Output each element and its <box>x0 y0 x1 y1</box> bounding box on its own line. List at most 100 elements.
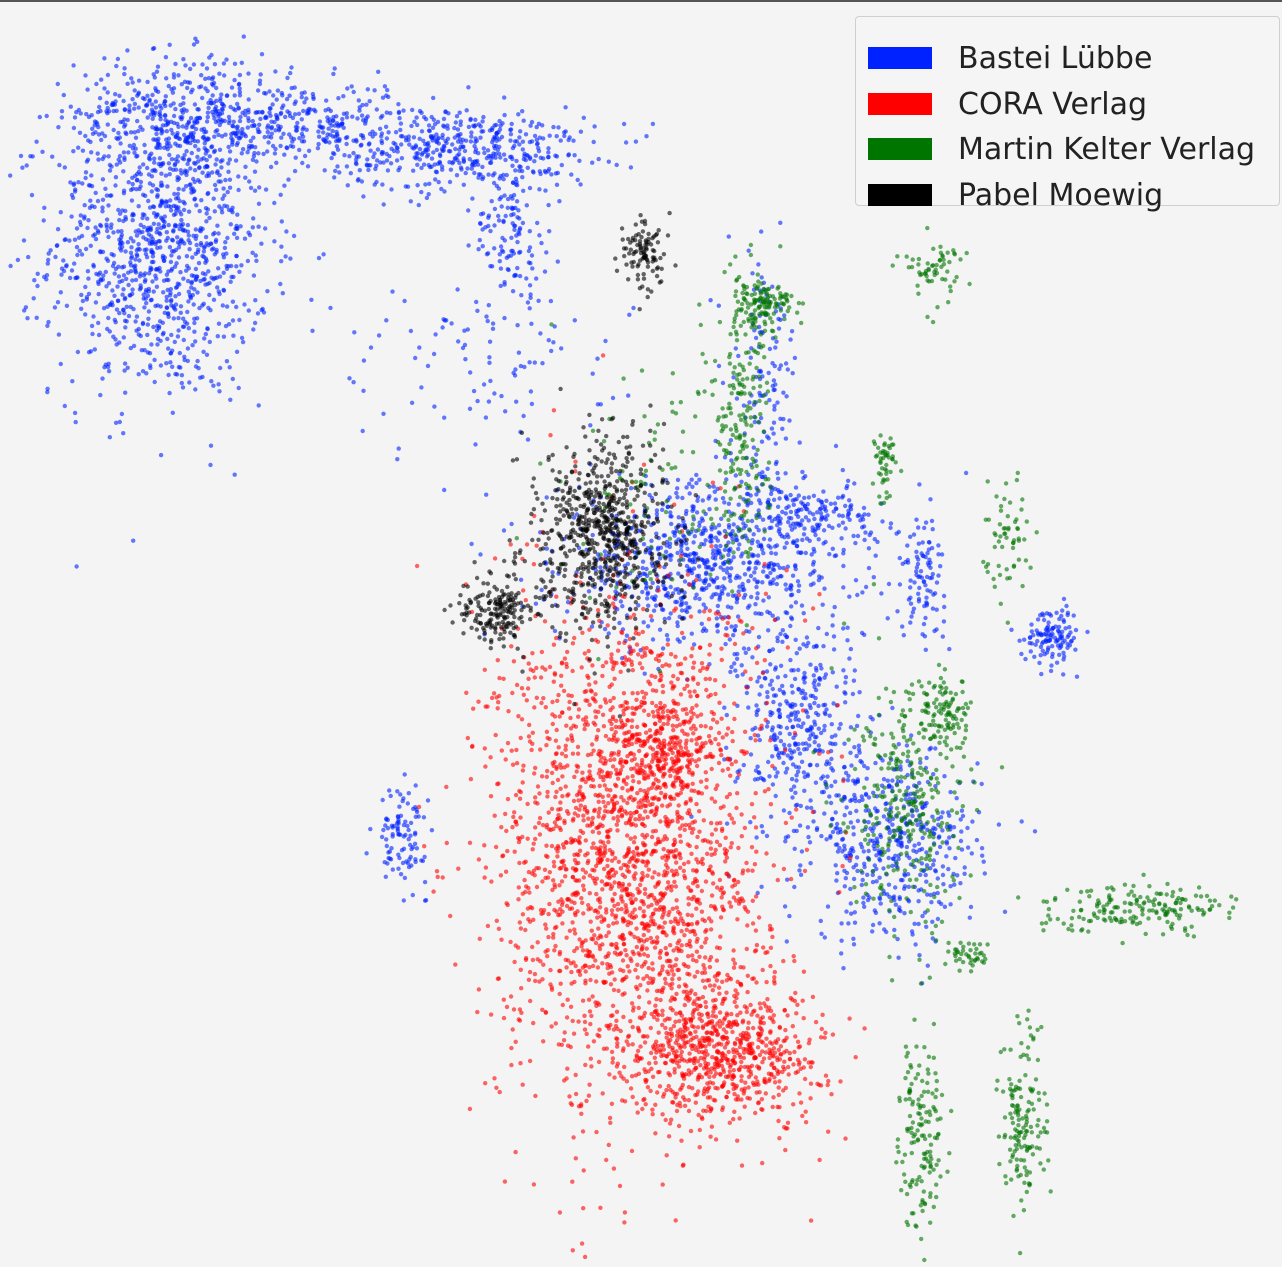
scatter-point <box>802 680 807 685</box>
scatter-point <box>914 517 919 522</box>
scatter-point <box>201 254 207 259</box>
scatter-point <box>79 252 85 257</box>
scatter-point <box>429 164 434 169</box>
scatter-point <box>149 342 154 347</box>
scatter-point <box>839 921 844 926</box>
scatter-point <box>799 500 804 505</box>
scatter-point <box>748 355 753 360</box>
scatter-point <box>880 758 885 763</box>
scatter-point <box>527 890 532 895</box>
scatter-point <box>587 769 592 774</box>
scatter-point <box>111 108 116 114</box>
scatter-point <box>114 63 119 69</box>
scatter-point <box>184 172 189 178</box>
scatter-point <box>840 836 846 842</box>
scatter-point <box>794 773 799 778</box>
scatter-point <box>168 208 174 213</box>
scatter-point <box>147 181 153 186</box>
scatter-point <box>186 209 192 214</box>
scatter-point <box>940 864 946 869</box>
scatter-point <box>154 131 159 137</box>
scatter-point <box>101 306 107 311</box>
scatter-point <box>743 669 748 674</box>
scatter-point <box>173 196 179 201</box>
scatter-point <box>180 110 186 115</box>
scatter-point <box>485 251 491 256</box>
scatter-point <box>944 839 949 844</box>
scatter-point <box>50 154 55 159</box>
scatter-point <box>456 152 462 157</box>
scatter-point <box>499 204 504 209</box>
scatter-point <box>712 563 717 568</box>
scatter-point <box>859 630 865 636</box>
scatter-point <box>246 71 251 76</box>
scatter-point <box>252 320 258 326</box>
scatter-point <box>588 423 593 428</box>
scatter-point <box>580 1129 586 1134</box>
scatter-point <box>959 829 964 834</box>
scatter-point <box>251 216 256 221</box>
scatter-point <box>181 337 186 343</box>
scatter-point <box>782 535 787 540</box>
scatter-point <box>322 168 327 173</box>
scatter-point <box>590 371 595 376</box>
scatter-point <box>811 546 816 552</box>
scatter-point <box>839 536 844 541</box>
scatter-point <box>794 496 799 502</box>
scatter-point <box>563 784 568 789</box>
scatter-point <box>142 247 147 253</box>
scatter-point <box>449 321 454 326</box>
scatter-point <box>880 789 886 795</box>
scatter-point <box>703 571 709 577</box>
scatter-point <box>588 977 593 983</box>
scatter-point <box>621 942 627 947</box>
scatter-point <box>284 145 289 150</box>
scatter-point <box>239 134 244 139</box>
scatter-point <box>270 143 276 149</box>
scatter-point <box>455 139 461 144</box>
scatter-point <box>172 191 177 197</box>
scatter-point <box>210 83 216 88</box>
scatter-point <box>785 701 790 706</box>
scatter-point <box>821 489 826 494</box>
scatter-point <box>662 869 667 874</box>
scatter-point <box>398 792 403 797</box>
scatter-point <box>824 707 829 712</box>
scatter-point <box>678 865 683 870</box>
scatter-point <box>774 581 779 587</box>
scatter-point <box>173 141 178 146</box>
scatter-point <box>184 149 189 154</box>
scatter-point <box>645 590 651 595</box>
scatter-point <box>188 166 193 171</box>
scatter-point <box>120 265 125 270</box>
scatter-point <box>485 318 490 324</box>
scatter-point <box>89 173 94 178</box>
scatter-point <box>253 253 258 258</box>
scatter-point <box>790 690 795 695</box>
scatter-point <box>762 561 767 567</box>
scatter-point <box>287 110 292 116</box>
scatter-point <box>832 604 837 610</box>
scatter-point <box>34 139 39 144</box>
scatter-point <box>234 304 239 310</box>
scatter-point <box>836 523 842 528</box>
scatter-point <box>830 670 835 675</box>
scatter-point <box>398 134 404 139</box>
scatter-point <box>165 184 170 189</box>
scatter-point <box>181 95 186 100</box>
scatter-point <box>802 526 807 531</box>
scatter-point <box>807 736 812 742</box>
scatter-point <box>250 250 255 255</box>
scatter-point <box>820 502 825 508</box>
scatter-point <box>781 866 787 872</box>
scatter-point <box>596 810 601 815</box>
scatter-point <box>216 289 221 294</box>
scatter-point <box>177 209 182 214</box>
scatter-point <box>454 114 460 119</box>
scatter-point <box>904 844 910 850</box>
scatter-point <box>168 103 173 108</box>
scatter-point <box>689 654 694 659</box>
scatter-point <box>155 127 160 132</box>
scatter-point <box>290 144 296 149</box>
scatter-point <box>760 580 765 585</box>
